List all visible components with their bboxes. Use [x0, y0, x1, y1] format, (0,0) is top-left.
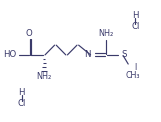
Text: l: l	[134, 63, 136, 72]
Text: H: H	[132, 11, 139, 20]
Text: Cl: Cl	[18, 99, 26, 108]
Text: O: O	[26, 29, 32, 38]
Text: N: N	[84, 50, 90, 59]
Text: NH₂: NH₂	[37, 72, 52, 81]
Text: H: H	[19, 88, 25, 97]
Text: CH₃: CH₃	[126, 71, 140, 80]
Text: S: S	[122, 50, 127, 59]
Text: Cl: Cl	[131, 22, 140, 31]
Text: HO: HO	[3, 50, 17, 59]
Text: NH₂: NH₂	[98, 29, 114, 38]
